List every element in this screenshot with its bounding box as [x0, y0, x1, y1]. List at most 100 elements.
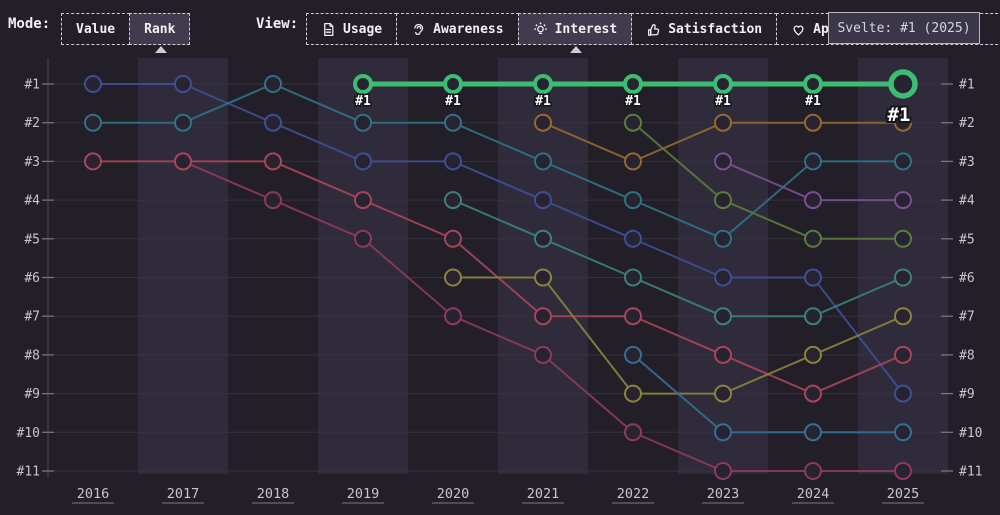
point-series-seagreen-2021[interactable]: [534, 229, 552, 248]
point-series-teal-2017[interactable]: [174, 113, 192, 132]
point-series-olive-2023[interactable]: [714, 384, 732, 403]
point-series-teal-2016[interactable]: [84, 113, 102, 132]
point-series-green-2022[interactable]: [624, 113, 642, 132]
point-series-brown-2025[interactable]: [894, 113, 912, 132]
point-series-red-2022[interactable]: [624, 307, 642, 326]
point-Svelte-2021[interactable]: [533, 74, 553, 94]
point-series-teal-2020[interactable]: [444, 113, 462, 132]
point-series-red-2023[interactable]: [714, 345, 732, 364]
point-series-red-2020[interactable]: [444, 229, 462, 248]
point-series-indigo-2017[interactable]: [174, 75, 192, 93]
x-axis-label-2025[interactable]: 2025: [887, 486, 920, 502]
view-awareness-button[interactable]: Awareness: [396, 13, 519, 45]
point-Svelte-2020[interactable]: [443, 74, 463, 94]
point-series-seagreen-2022[interactable]: [624, 268, 642, 287]
point-series-maroon-2021[interactable]: [534, 345, 552, 364]
x-axis-label-2023[interactable]: 2023: [707, 486, 740, 502]
mode-value-button[interactable]: Value: [61, 13, 131, 45]
point-series-seagreen-2024[interactable]: [804, 307, 822, 326]
point-series-teal-2021[interactable]: [534, 152, 552, 171]
x-axis-label-2021[interactable]: 2021: [527, 486, 560, 502]
point-series-green-2025[interactable]: [894, 229, 912, 248]
x-axis-label-2024[interactable]: 2024: [797, 486, 830, 502]
point-series-olive-2024[interactable]: [804, 345, 822, 364]
x-axis-label-2019[interactable]: 2019: [347, 486, 380, 502]
point-Svelte-2019[interactable]: [353, 74, 373, 94]
series-series-purple[interactable]: [714, 152, 912, 210]
point-series-red-2018[interactable]: [264, 152, 282, 171]
point-series-teal-2024[interactable]: [804, 152, 822, 171]
point-series-brown-2021[interactable]: [534, 113, 552, 132]
point-series-maroon-2022[interactable]: [624, 423, 642, 442]
point-series-steelblue-2022[interactable]: [624, 345, 642, 364]
point-series-red-2016[interactable]: [84, 152, 102, 171]
point-series-red-2019[interactable]: [354, 191, 372, 210]
point-series-olive-2020[interactable]: [444, 268, 462, 287]
point-series-indigo-2021[interactable]: [534, 191, 552, 210]
point-series-purple-2023[interactable]: [714, 152, 732, 171]
view-usage-button[interactable]: Usage: [306, 13, 398, 45]
point-series-teal-2025[interactable]: [894, 152, 912, 171]
series-Svelte[interactable]: #1 #1 #1 #1 #1 #1 #1: [353, 69, 918, 128]
series-series-olive[interactable]: [444, 268, 912, 403]
point-series-brown-2024[interactable]: [804, 113, 822, 132]
point-series-indigo-2019[interactable]: [354, 152, 372, 171]
point-series-red-2024[interactable]: [804, 384, 822, 403]
point-Svelte-2025[interactable]: [888, 69, 918, 99]
active-view-caret-icon: [569, 46, 582, 53]
point-series-teal-2019[interactable]: [354, 113, 372, 132]
series-series-green[interactable]: [624, 113, 912, 248]
point-series-red-2021[interactable]: [534, 307, 552, 326]
series-series-brown[interactable]: [534, 113, 912, 171]
x-axis-label-2020[interactable]: 2020: [437, 486, 470, 502]
point-series-green-2023[interactable]: [714, 191, 732, 210]
point-series-olive-2021[interactable]: [534, 268, 552, 287]
point-series-seagreen-2023[interactable]: [714, 307, 732, 326]
point-series-teal-2018[interactable]: [264, 75, 282, 93]
point-series-red-2017[interactable]: [174, 152, 192, 171]
point-series-indigo-2020[interactable]: [444, 152, 462, 171]
point-series-indigo-2023[interactable]: [714, 268, 732, 287]
point-series-steelblue-2025[interactable]: [894, 423, 912, 442]
point-series-red-2025[interactable]: [894, 345, 912, 364]
x-axis-label-2016[interactable]: 2016: [77, 486, 110, 502]
point-series-steelblue-2023[interactable]: [714, 423, 732, 442]
point-series-maroon-2020[interactable]: [444, 307, 462, 326]
point-series-olive-2025[interactable]: [894, 307, 912, 326]
point-series-brown-2022[interactable]: [624, 152, 642, 171]
point-Svelte-2022[interactable]: [623, 74, 643, 94]
point-series-indigo-2018[interactable]: [264, 113, 282, 132]
point-Svelte-2023[interactable]: [713, 74, 733, 94]
point-series-teal-2023[interactable]: [714, 229, 732, 248]
point-series-teal-2022[interactable]: [624, 191, 642, 210]
point-series-green-2024[interactable]: [804, 229, 822, 248]
point-series-indigo-2025[interactable]: [894, 384, 912, 403]
series-series-maroon[interactable]: [174, 152, 912, 480]
x-axis-label-2022[interactable]: 2022: [617, 486, 650, 502]
point-series-indigo-2022[interactable]: [624, 229, 642, 248]
point-series-maroon-2025[interactable]: [894, 462, 912, 480]
x-axis-label-2017[interactable]: 2017: [167, 486, 200, 502]
mode-rank-button[interactable]: Rank: [129, 13, 191, 53]
series-series-teal[interactable]: [84, 75, 912, 248]
point-series-seagreen-2020[interactable]: [444, 191, 462, 210]
view-satisfaction-button[interactable]: Satisfaction: [631, 13, 778, 45]
point-series-steelblue-2024[interactable]: [804, 423, 822, 442]
point-series-maroon-2018[interactable]: [264, 191, 282, 210]
point-series-maroon-2023[interactable]: [714, 462, 732, 480]
point-series-maroon-2024[interactable]: [804, 462, 822, 480]
point-series-olive-2022[interactable]: [624, 384, 642, 403]
point-series-brown-2023[interactable]: [714, 113, 732, 132]
point-series-purple-2024[interactable]: [804, 191, 822, 210]
point-series-purple-2025[interactable]: [894, 191, 912, 210]
point-series-indigo-2016[interactable]: [84, 75, 102, 93]
point-series-indigo-2024[interactable]: [804, 268, 822, 287]
point-series-seagreen-2025[interactable]: [894, 268, 912, 287]
point-series-maroon-2019[interactable]: [354, 229, 372, 248]
series-series-seagreen[interactable]: [444, 191, 912, 326]
x-axis-label-2018[interactable]: 2018: [257, 486, 290, 502]
point-Svelte-2024[interactable]: [803, 74, 823, 94]
series-series-steelblue[interactable]: [624, 345, 912, 442]
view-interest-button[interactable]: Interest: [517, 13, 633, 53]
